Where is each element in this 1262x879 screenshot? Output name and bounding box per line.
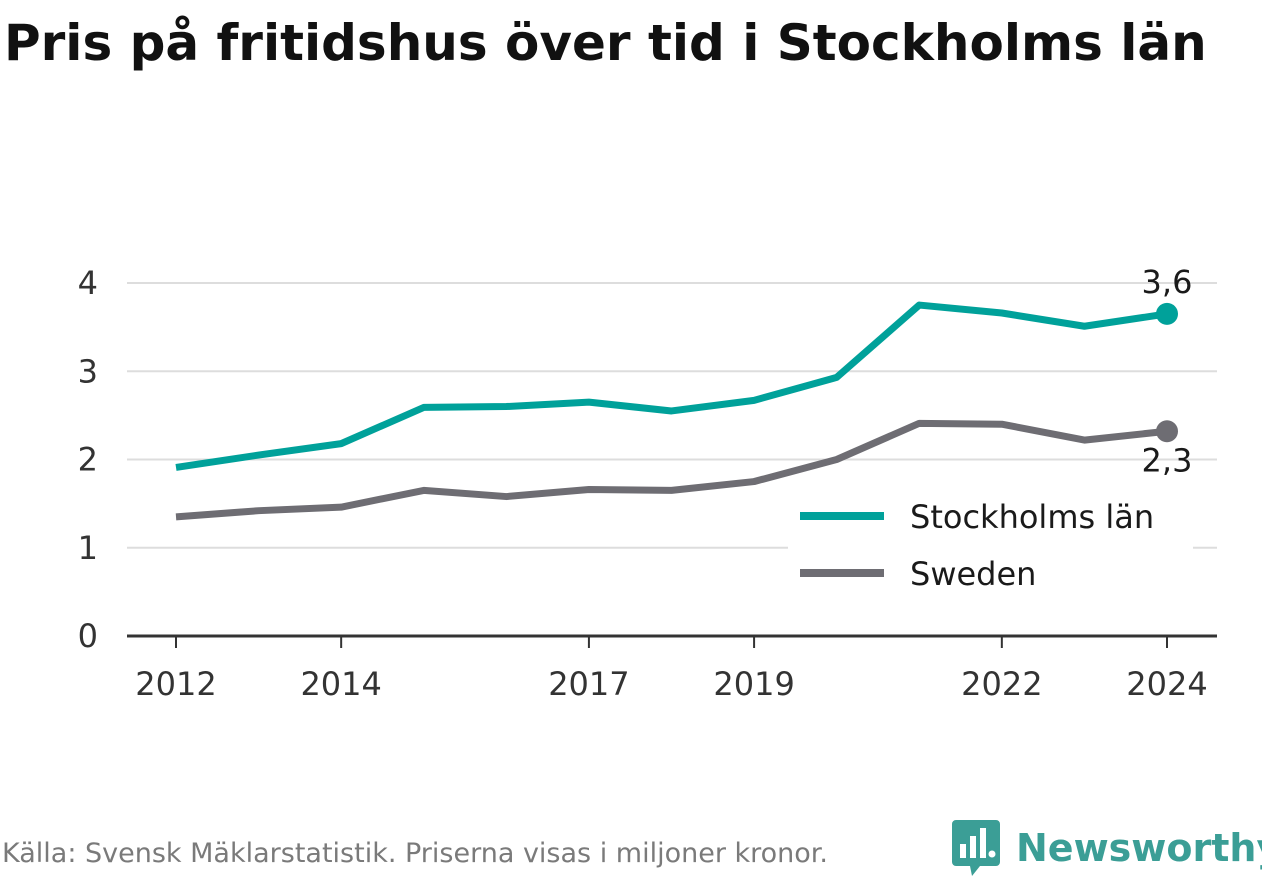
data-point-stockholms-län-2024 (1156, 302, 1178, 325)
legend: Stockholms län Sweden (788, 492, 1193, 602)
x-tick-label-2024: 2024 (1126, 665, 1207, 703)
newsworthy-logo-icon (952, 820, 1000, 876)
y-tick-label-3: 3 (78, 352, 98, 390)
y-tick-label-4: 4 (78, 264, 98, 302)
legend-label-sweden: Sweden (910, 555, 1036, 593)
chart-title: Pris på fritidshus över tid i Stockholms… (4, 14, 1207, 72)
x-tick-label-2022: 2022 (961, 665, 1042, 703)
x-tick-label-2014: 2014 (300, 665, 381, 703)
y-tick-label-1: 1 (78, 529, 98, 567)
legend-label-stockholms-län: Stockholms län (910, 498, 1154, 536)
brand-link[interactable]: Newsworthy (950, 818, 1262, 878)
x-tick-label-2012: 2012 (135, 665, 216, 703)
end-label-sweden: 2,3 (1142, 441, 1193, 479)
source-note: Källa: Svensk Mäklarstatistik. Priserna … (2, 838, 829, 869)
y-tick-label-0: 0 (78, 617, 98, 655)
series-lines: 2,3 3,6 (175, 263, 1193, 521)
y-tick-label-2: 2 (78, 441, 98, 479)
end-label-stockholms-län: 3,6 (1142, 263, 1193, 301)
brand-name: Newsworthy (1016, 826, 1262, 870)
axes: 0 1 2 3 4 2012 2014 2017 2019 2022 2024 (78, 264, 1217, 703)
x-tick-label-2017: 2017 (548, 665, 629, 703)
x-tick-label-2019: 2019 (713, 665, 794, 703)
data-point-sweden-2024 (1156, 420, 1178, 443)
legend-background (788, 492, 1193, 602)
series-line-stockholms-län (175, 301, 1168, 471)
series-line-sweden (175, 419, 1168, 521)
